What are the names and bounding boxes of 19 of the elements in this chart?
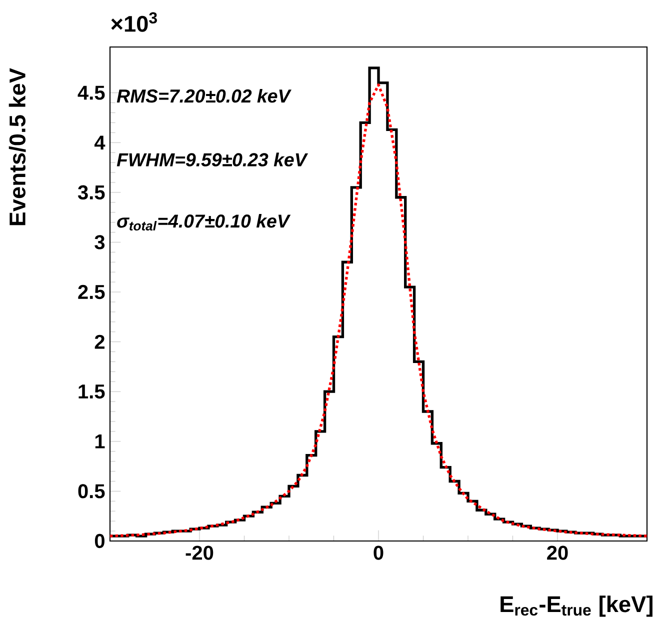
y-tick-label: 3 — [94, 235, 105, 250]
annotation: FWHM=9.59±0.23 keV — [116, 152, 308, 166]
y-tick-label: 0.5 — [78, 484, 105, 498]
y-tick-label: 1.5 — [78, 384, 105, 399]
y-tick-label: 4 — [94, 136, 106, 150]
y-tick-label: 0 — [94, 534, 104, 548]
y-tick-label: 4.5 — [78, 86, 105, 100]
y-tick-label: 1 — [95, 434, 105, 448]
x-axis-title: E$_{rec}$-E$_{true}$ [keV] — [500, 596, 652, 617]
y-tick-label: 2.5 — [78, 284, 105, 300]
x-tick-label: -20 — [186, 546, 214, 560]
y-axis-title: Events/0.5 keV — [8, 68, 26, 226]
x-tick-label: 0 — [374, 546, 384, 560]
y-tick-label: 2 — [94, 334, 104, 349]
y-tick-label: 3.5 — [78, 185, 105, 200]
text: ×10$^{3}$ — [111, 12, 157, 32]
x-tick-label: 20 — [547, 546, 568, 560]
annotation: RMS=7.20±0.02 keV — [116, 88, 292, 103]
annotation: σ$_{total}$=4.07±0.10 keV — [117, 214, 291, 231]
